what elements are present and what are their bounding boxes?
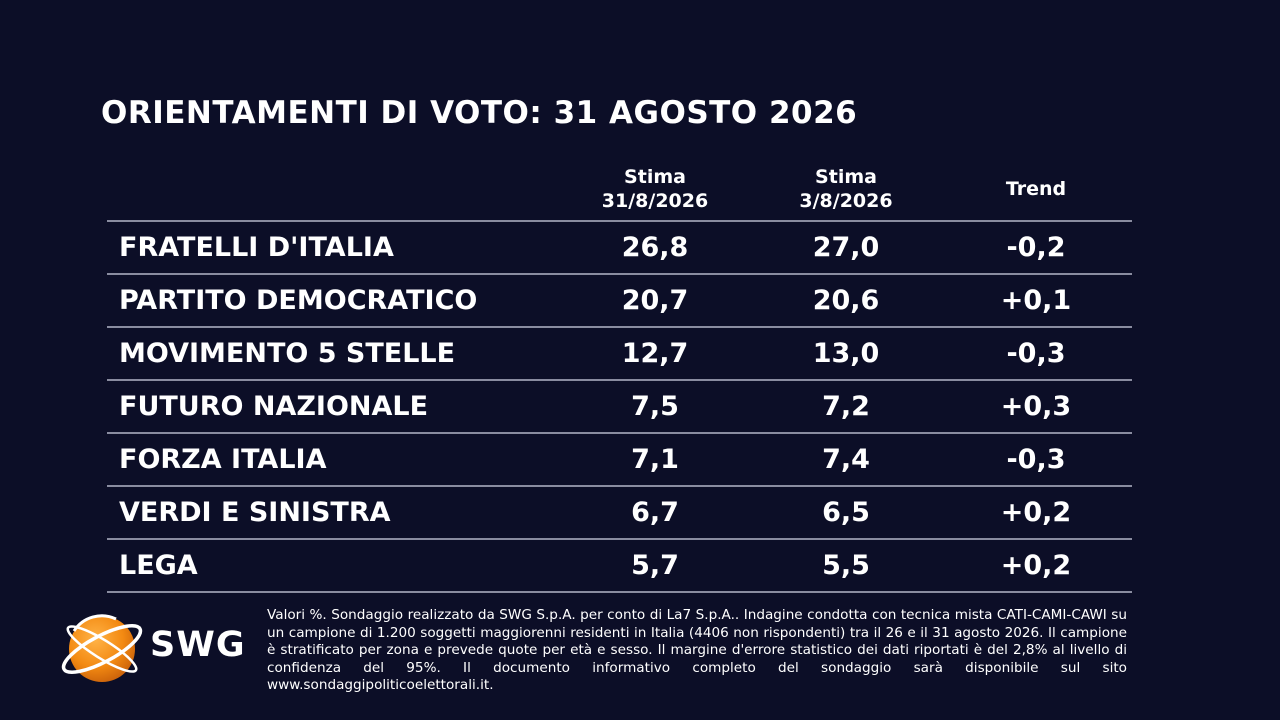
brand-name: SWG <box>150 625 246 665</box>
column-header-current: Stima 31/8/2026 <box>565 165 745 213</box>
row-divider <box>107 273 1132 275</box>
column-header-trend: Trend <box>946 177 1126 201</box>
party-name: FUTURO NAZIONALE <box>119 391 429 422</box>
column-header-previous-line1: Stima <box>815 166 877 188</box>
table-row: FUTURO NAZIONALE 7,5 7,2 +0,3 <box>107 381 1132 432</box>
column-header-trend-label: Trend <box>1005 178 1067 200</box>
value-previous: 7,4 <box>822 444 870 475</box>
value-trend: -0,3 <box>1006 444 1066 475</box>
value-trend: -0,2 <box>1006 232 1066 263</box>
party-name: LEGA <box>119 550 198 581</box>
party-name: PARTITO DEMOCRATICO <box>119 285 478 316</box>
value-previous: 5,5 <box>822 550 870 581</box>
column-header-previous-line2: 3/8/2026 <box>799 190 893 212</box>
row-divider <box>107 379 1132 381</box>
table-row: MOVIMENTO 5 STELLE 12,7 13,0 -0,3 <box>107 328 1132 379</box>
row-divider <box>107 591 1132 593</box>
value-previous: 7,2 <box>822 391 870 422</box>
table-header-divider <box>107 220 1132 222</box>
orange-globe-icon <box>61 614 143 682</box>
value-trend: +0,2 <box>1000 497 1072 528</box>
table-row: PARTITO DEMOCRATICO 20,7 20,6 +0,1 <box>107 275 1132 326</box>
column-header-current-line2: 31/8/2026 <box>601 190 709 212</box>
table-row: FRATELLI D'ITALIA 26,8 27,0 -0,2 <box>107 222 1132 273</box>
table-row: VERDI E SINISTRA 6,7 6,5 +0,2 <box>107 487 1132 538</box>
value-current: 20,7 <box>621 285 689 316</box>
party-name: FORZA ITALIA <box>119 444 327 475</box>
party-name: VERDI E SINISTRA <box>119 497 391 528</box>
value-current: 6,7 <box>631 497 679 528</box>
value-previous: 20,6 <box>812 285 880 316</box>
column-header-previous: Stima 3/8/2026 <box>756 165 936 213</box>
value-trend: +0,2 <box>1000 550 1072 581</box>
value-trend: +0,3 <box>1000 391 1072 422</box>
value-current: 26,8 <box>621 232 689 263</box>
table-row: LEGA 5,7 5,5 +0,2 <box>107 540 1132 591</box>
value-trend: -0,3 <box>1006 338 1066 369</box>
table-row: FORZA ITALIA 7,1 7,4 -0,3 <box>107 434 1132 485</box>
chart-title: ORIENTAMENTI DI VOTO: 31 AGOSTO 2026 <box>101 95 858 131</box>
value-previous: 6,5 <box>822 497 870 528</box>
value-current: 7,5 <box>631 391 679 422</box>
value-current: 5,7 <box>631 550 679 581</box>
row-divider <box>107 326 1132 328</box>
value-trend: +0,1 <box>1000 285 1072 316</box>
row-divider <box>107 432 1132 434</box>
column-header-current-line1: Stima <box>624 166 686 188</box>
methodology-footnote: Valori %. Sondaggio realizzato da SWG S.… <box>267 607 1127 693</box>
value-current: 12,7 <box>621 338 689 369</box>
row-divider <box>107 538 1132 540</box>
party-name: FRATELLI D'ITALIA <box>119 232 394 263</box>
row-divider <box>107 485 1132 487</box>
value-previous: 27,0 <box>812 232 880 263</box>
value-previous: 13,0 <box>812 338 880 369</box>
party-name: MOVIMENTO 5 STELLE <box>119 338 456 369</box>
value-current: 7,1 <box>631 444 679 475</box>
